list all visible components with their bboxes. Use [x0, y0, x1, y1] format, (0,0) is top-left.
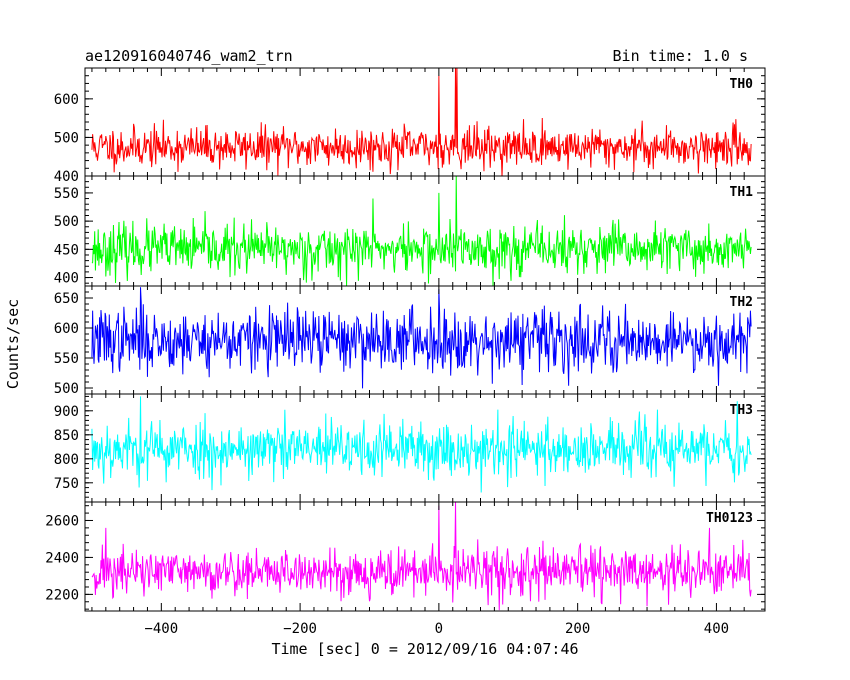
x-tick-label: 400: [704, 621, 729, 637]
x-tick-label: −200: [283, 621, 317, 637]
y-tick-label: 2200: [45, 587, 79, 603]
y-tick-label: 550: [54, 351, 79, 367]
x-tick-label: 0: [435, 621, 443, 637]
series-line-th2: [91, 287, 752, 389]
panel-label-th3: TH3: [730, 403, 753, 418]
y-tick-label: 500: [54, 381, 79, 397]
y-tick-label: 800: [54, 452, 79, 468]
y-tick-label: 450: [54, 242, 79, 258]
x-tick-label: −400: [144, 621, 178, 637]
y-tick-label: 750: [54, 476, 79, 492]
panel-label-th1: TH1: [730, 185, 754, 200]
y-tick-label: 2400: [45, 550, 79, 566]
panel-label-th0123: TH0123: [706, 511, 753, 526]
y-tick-label: 650: [54, 291, 79, 307]
y-tick-label: 500: [54, 214, 79, 230]
x-axis-label: Time [sec] 0 = 2012/09/16 04:07:46: [271, 640, 578, 658]
panel-frame-th0123: [84, 501, 766, 612]
y-tick-label: 400: [54, 169, 79, 185]
series-line-th1: [91, 176, 752, 286]
panel-label-th0: TH0: [730, 77, 754, 92]
y-axis-label: Counts/sec: [4, 299, 22, 389]
y-tick-label: 500: [54, 130, 79, 146]
y-tick-label: 600: [54, 92, 79, 108]
chart-subtitle: Bin time: 1.0 s: [613, 47, 748, 65]
y-tick-label: 550: [54, 186, 79, 202]
y-tick-label: 600: [54, 321, 79, 337]
y-tick-label: 2600: [45, 513, 79, 529]
series-line-th3: [91, 396, 752, 493]
y-tick-label: 850: [54, 428, 79, 444]
chart-title: ae120916040746_wam2_trn: [85, 47, 293, 65]
panels-group: TH0 400 500 600 TH1 400 450 500 550 TH2 500 550 600 6…: [45, 67, 766, 637]
panel-label-th2: TH2: [730, 295, 753, 310]
panel-frame-th0: [84, 67, 766, 177]
series-line-th0123: [91, 502, 752, 611]
x-tick-label: 200: [565, 621, 590, 637]
panel-frame-th1: [84, 175, 766, 287]
y-tick-label: 900: [54, 404, 79, 420]
series-line-th0: [91, 68, 752, 176]
y-tick-label: 400: [54, 271, 79, 287]
